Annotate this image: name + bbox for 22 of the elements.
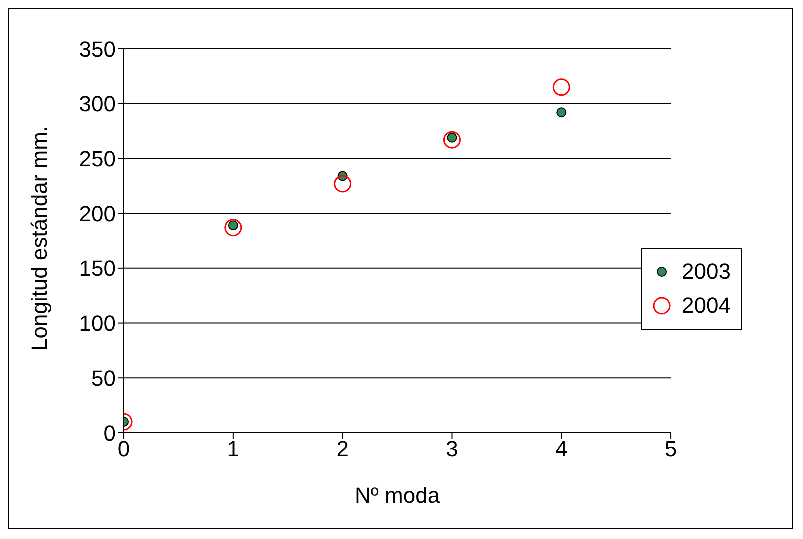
point: [552, 78, 570, 96]
y-tick-label: 200: [79, 201, 116, 226]
point: [224, 219, 242, 237]
x-tick-label: 3: [446, 436, 458, 462]
y-tick-label: 350: [79, 36, 116, 62]
y-tick-label: 150: [79, 256, 116, 282]
x-tick-label: 4: [556, 436, 568, 462]
legend-label: 2003: [682, 258, 731, 284]
x-tick-label: 1: [227, 436, 240, 462]
y-tick-label: 100: [79, 311, 116, 336]
legend-label: 2004: [682, 292, 731, 318]
point: [556, 108, 567, 118]
y-axis-title: Longitud estándar mm.: [26, 126, 52, 351]
y-tick-label: 50: [92, 366, 116, 391]
y-tick-label: 0: [104, 420, 116, 446]
point: [334, 175, 352, 193]
point: [443, 131, 461, 149]
x-axis-title: Nº moda: [354, 483, 441, 508]
x-tick-label: 2: [336, 436, 349, 462]
y-tick-label: 300: [79, 92, 116, 117]
x-tick-label: 5: [664, 436, 678, 462]
y-tick-label: 250: [79, 146, 116, 172]
